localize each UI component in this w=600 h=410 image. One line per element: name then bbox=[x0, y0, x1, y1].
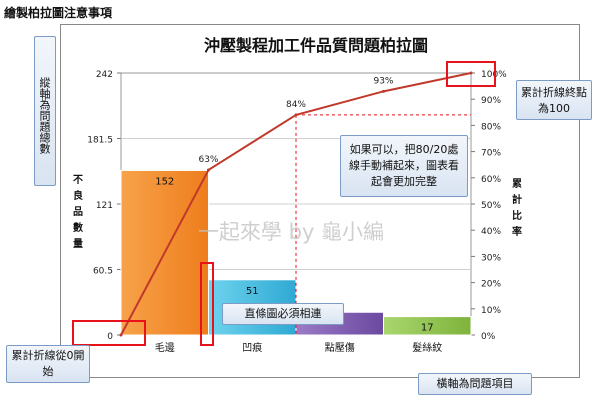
highlight-box-top-right bbox=[446, 61, 496, 87]
y-tick-label: 242 bbox=[96, 70, 113, 80]
y2-axis-title: 累計比率 bbox=[512, 178, 522, 238]
y-tick-label: 181.5 bbox=[87, 136, 113, 146]
cumulative-point bbox=[119, 333, 123, 337]
callout-end-point-text: 累計折線終點為100 bbox=[521, 86, 587, 115]
cumulative-label: 93% bbox=[373, 76, 393, 86]
x-tick-label: 點壓傷 bbox=[325, 341, 355, 354]
y-axis-title: 不良品數量 bbox=[73, 174, 83, 250]
x-tick-label: 凹痕 bbox=[242, 341, 262, 354]
cumulative-label: 84% bbox=[286, 100, 306, 110]
callout-line-start: 累計折線從0開始 bbox=[6, 345, 90, 383]
y2-tick-label: 50% bbox=[481, 201, 501, 211]
callout-x-axis: 橫軸為問題項目 bbox=[418, 373, 532, 395]
callout-guide-line-text: 如果可以，把80/20處線手動補起來，圖表看起會更加完整 bbox=[349, 143, 459, 188]
y2-tick-label: 0% bbox=[481, 332, 496, 342]
y-tick-label: 0 bbox=[107, 332, 113, 342]
y2-tick-label: 10% bbox=[481, 306, 501, 316]
callout-end-point: 累計折線終點為100 bbox=[516, 80, 592, 120]
bar-value-label: 152 bbox=[155, 176, 174, 187]
highlight-box-bar-join bbox=[200, 262, 214, 346]
callout-y-axis: 縱軸為問題總數 bbox=[34, 36, 56, 186]
cumulative-point bbox=[294, 113, 298, 117]
cumulative-point bbox=[382, 89, 385, 93]
y-tick-label: 60.5 bbox=[93, 267, 113, 277]
callout-bars-connected: 直條圖必須相連 bbox=[222, 303, 344, 325]
x-tick-label: 髮絲紋 bbox=[412, 341, 442, 354]
callout-line-start-text: 累計折線從0開始 bbox=[11, 349, 85, 378]
x-tick-label: 毛邊 bbox=[155, 341, 175, 354]
watermark-text: 一起來學 by 龜小編 bbox=[198, 220, 384, 244]
y2-tick-label: 90% bbox=[481, 96, 501, 106]
bar-value-label: 17 bbox=[421, 323, 434, 334]
highlight-box-origin bbox=[72, 320, 146, 346]
y2-tick-label: 40% bbox=[481, 227, 501, 237]
callout-x-axis-text: 橫軸為問題項目 bbox=[436, 377, 514, 390]
y2-tick-label: 70% bbox=[481, 149, 501, 159]
cumulative-point bbox=[469, 71, 473, 75]
y2-tick-label: 20% bbox=[481, 280, 501, 290]
callout-y-axis-text: 縱軸為問題總數 bbox=[38, 76, 51, 154]
cumulative-point bbox=[207, 168, 210, 172]
callout-guide-line: 如果可以，把80/20處線手動補起來，圖表看起會更加完整 bbox=[340, 135, 468, 197]
y2-tick-label: 60% bbox=[481, 175, 501, 185]
chart-title: 沖壓製程加工件品質問題柏拉圖 bbox=[204, 36, 428, 55]
y2-tick-label: 80% bbox=[481, 122, 501, 132]
y2-tick-label: 30% bbox=[481, 253, 501, 263]
cumulative-label: 63% bbox=[198, 155, 218, 165]
page-title: 繪製柏拉圖注意事項 bbox=[4, 6, 113, 20]
callout-bars-connected-text: 直條圖必須相連 bbox=[244, 307, 322, 320]
y-tick-label: 121 bbox=[96, 201, 113, 211]
bar-value-label: 51 bbox=[246, 286, 259, 297]
bar bbox=[383, 316, 472, 336]
